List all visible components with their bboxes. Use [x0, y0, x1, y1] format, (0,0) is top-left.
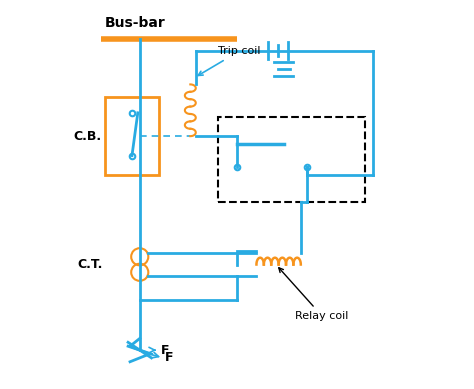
Text: C.B.: C.B. — [73, 130, 102, 143]
Text: Bus-bar: Bus-bar — [105, 16, 165, 30]
Text: Trip coil: Trip coil — [198, 46, 260, 75]
Text: F: F — [165, 351, 173, 364]
Text: F: F — [161, 344, 170, 357]
Text: Relay coil: Relay coil — [279, 268, 349, 321]
Bar — [105, 97, 159, 175]
Text: C.T.: C.T. — [78, 258, 103, 272]
Bar — [218, 117, 365, 202]
